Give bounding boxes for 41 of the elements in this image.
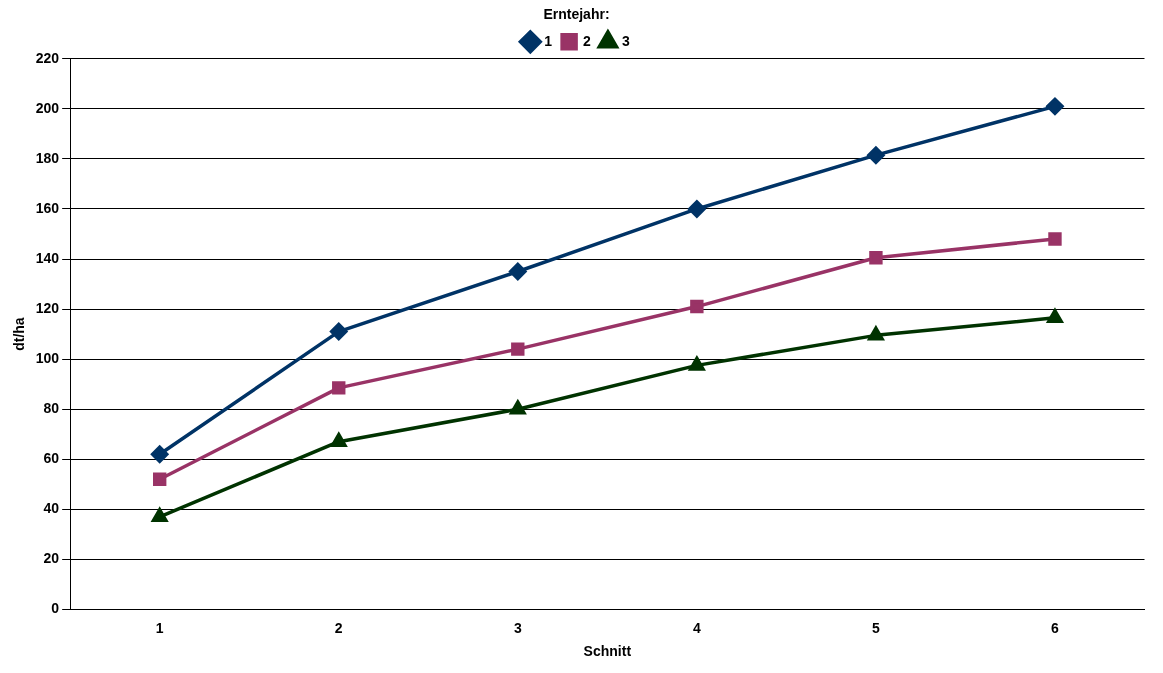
legend-label: 1 xyxy=(544,32,553,49)
point xyxy=(509,400,526,415)
y-tick-label: 180 xyxy=(35,149,60,166)
x-tick-label: 4 xyxy=(692,619,701,636)
legend-label: 2 xyxy=(583,32,592,49)
point xyxy=(511,342,525,356)
point xyxy=(867,146,885,164)
point xyxy=(509,262,527,281)
x-tick-label: 5 xyxy=(872,619,881,636)
point xyxy=(151,508,168,523)
point xyxy=(150,445,169,463)
y-tick-label: 160 xyxy=(35,199,60,216)
point xyxy=(690,299,704,314)
x-tick-label: 6 xyxy=(1051,619,1060,636)
y-tick-label: 140 xyxy=(35,249,60,266)
y-tick-label: 120 xyxy=(35,299,60,316)
y-tick-label: 40 xyxy=(43,500,60,517)
x-tick-label: 2 xyxy=(334,619,343,636)
point xyxy=(688,200,706,218)
point xyxy=(1048,232,1062,246)
point xyxy=(1046,97,1064,116)
x-axis-title: Schnitt xyxy=(583,643,632,660)
y-tick-label: 200 xyxy=(35,99,60,116)
y-tick-label: 220 xyxy=(35,49,60,66)
y-tick-label: 20 xyxy=(43,550,60,567)
point xyxy=(332,381,346,395)
legend-label: 3 xyxy=(621,32,630,49)
x-tick-label: 3 xyxy=(513,619,522,636)
x-tick-label: 1 xyxy=(155,619,164,636)
point xyxy=(330,432,347,447)
y-tick-label: 80 xyxy=(43,400,60,417)
y-tick-label: 60 xyxy=(43,450,60,467)
point xyxy=(1047,309,1063,324)
point xyxy=(869,251,883,265)
point xyxy=(689,356,705,371)
y-tick-label: 0 xyxy=(51,600,60,617)
point xyxy=(152,472,167,486)
y-axis-title: dt/ha xyxy=(11,317,28,351)
point xyxy=(329,322,348,341)
legend-title: Erntejahr: xyxy=(543,5,610,22)
y-tick-label: 100 xyxy=(35,349,60,366)
